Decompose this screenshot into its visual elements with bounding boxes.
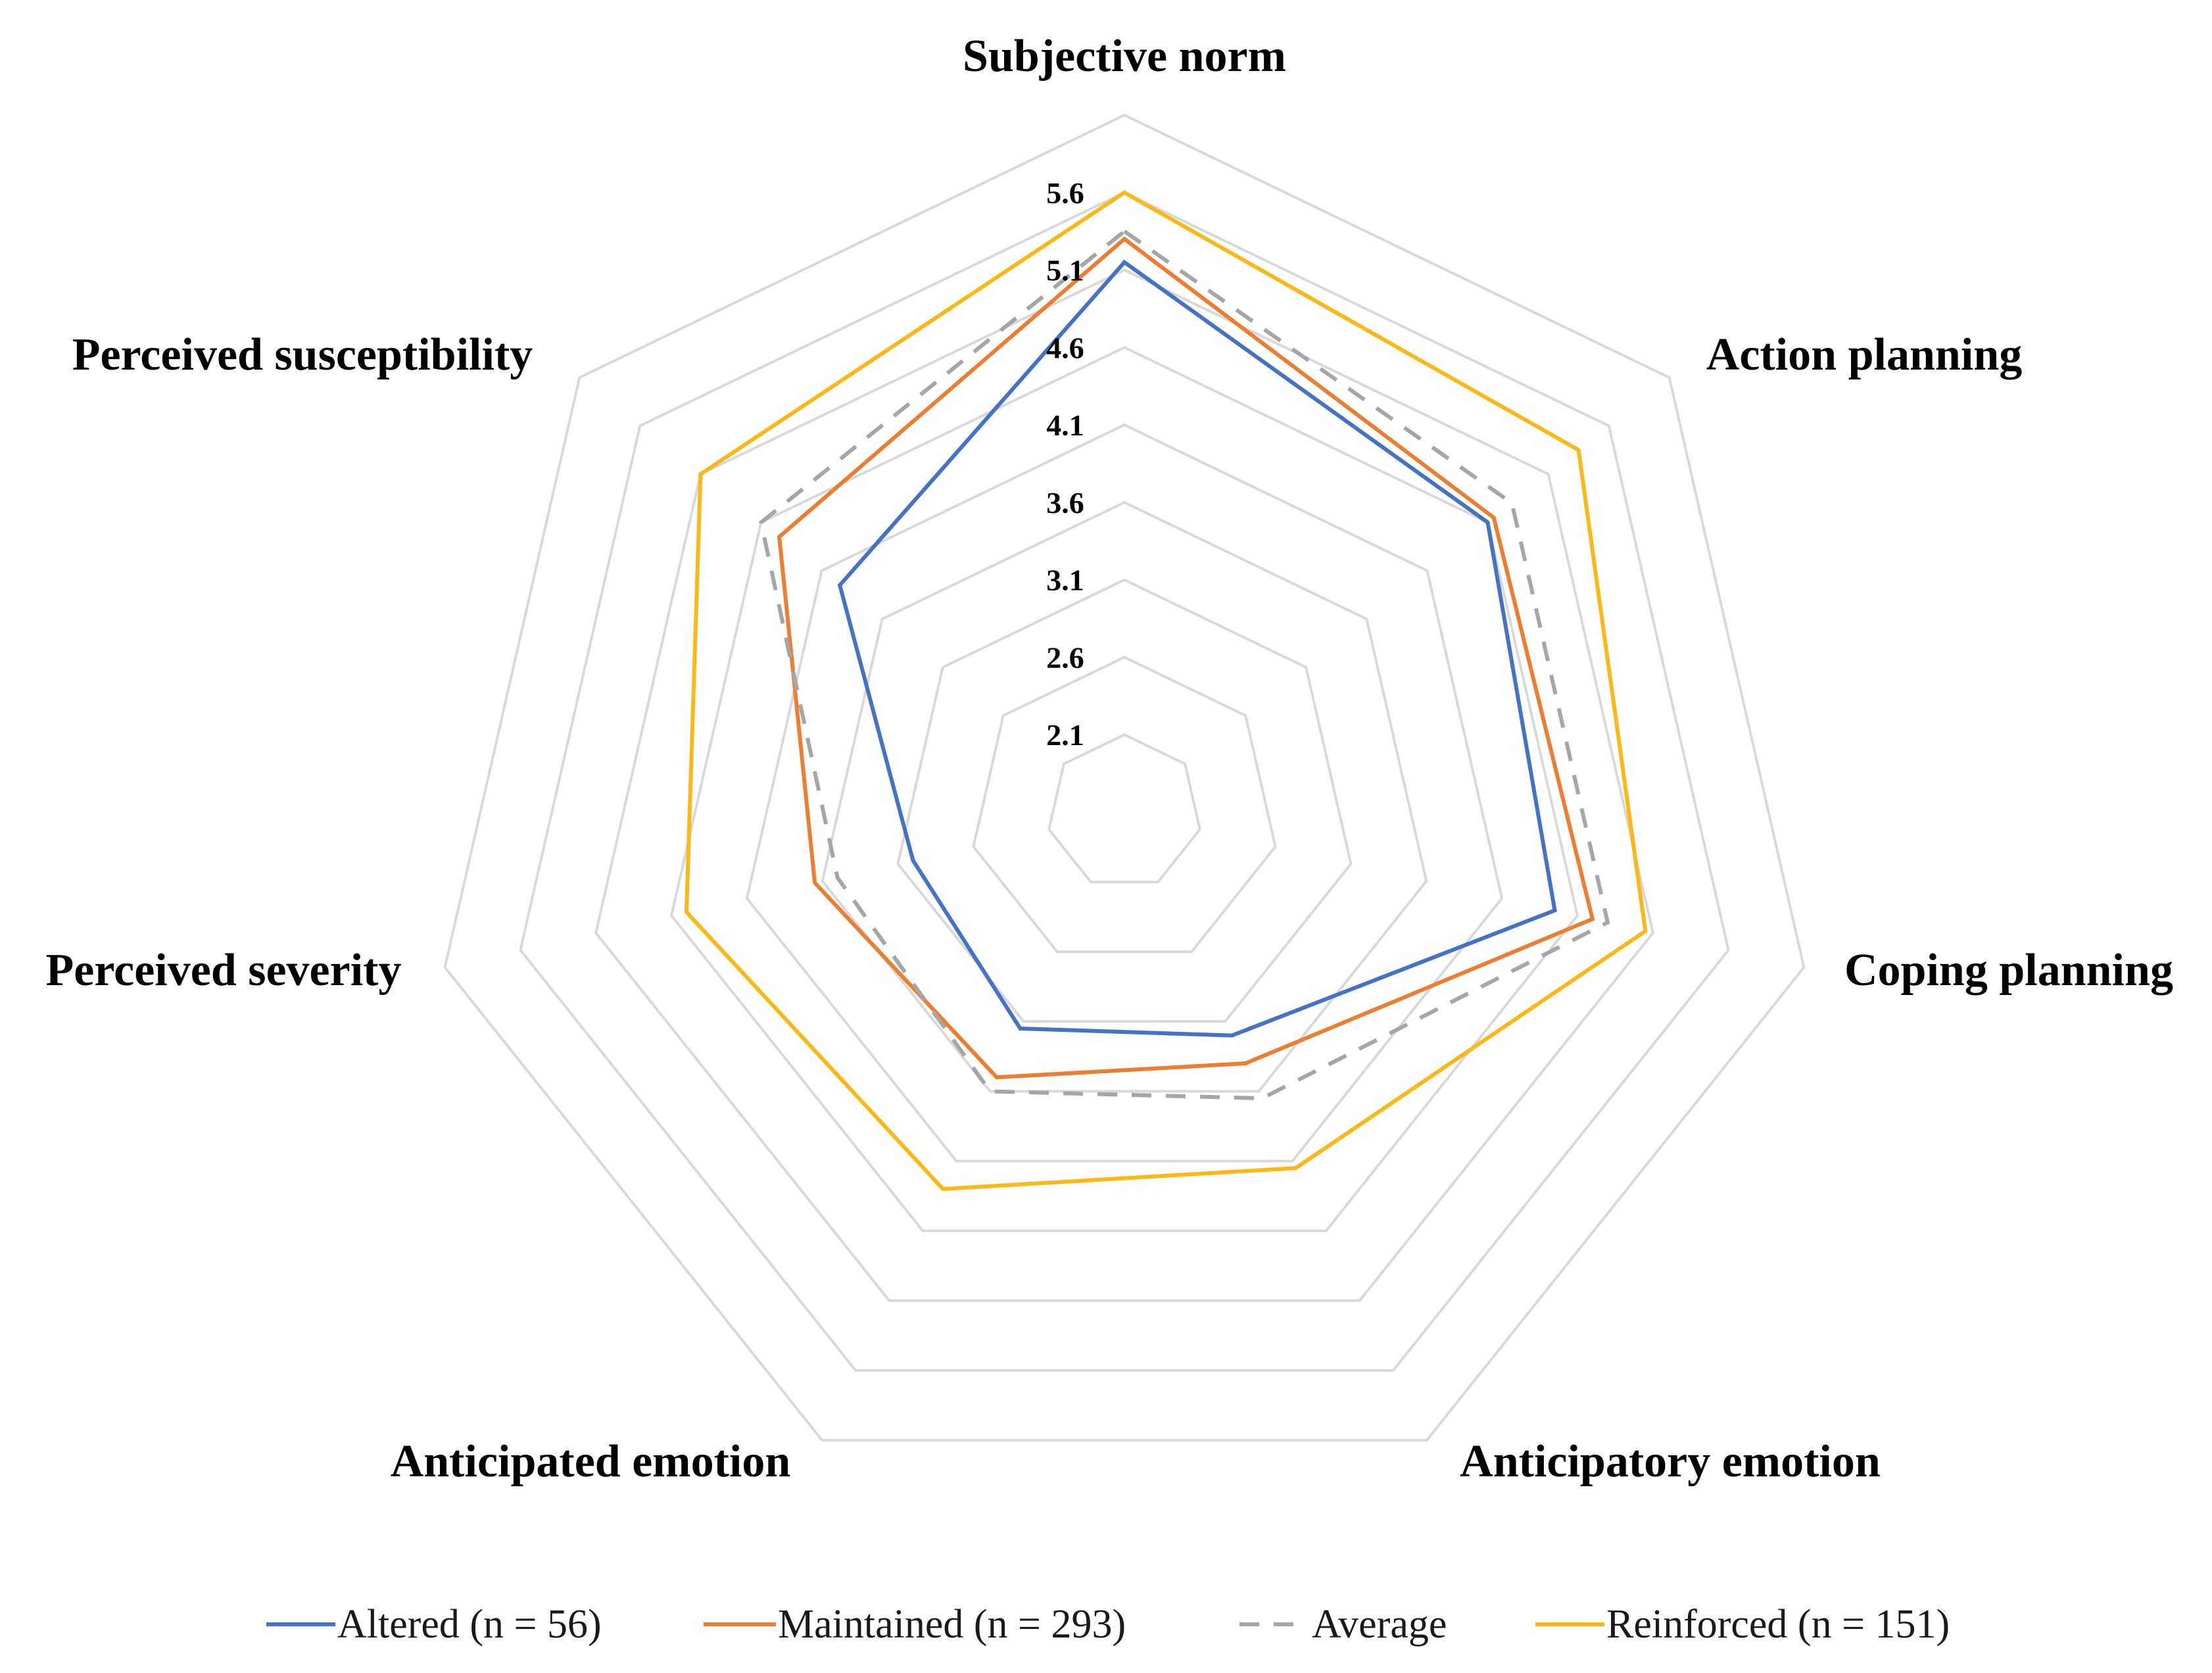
tick-layer: 2.1 2.6 3.1 3.6 4.1 4.6 5.1 5.6 [1046,176,1084,752]
legend-label-reinforced-n-151: Reinforced (n = 151) [1606,1602,1950,1647]
legend-label-maintained-n-293: Maintained (n = 293) [778,1602,1126,1647]
grid-ring-7 [594,268,1654,1302]
grid-ring-2 [972,656,1277,954]
grid-ring-6 [669,346,1579,1232]
tick-label-1: 2.1 [1046,718,1084,752]
axis-label-perceived-susceptibility: Perceived susceptibility [72,329,533,380]
series-altered-n-56 [837,259,1557,1038]
grid-layer [443,113,1806,1442]
tick-label-8: 5.6 [1046,176,1084,210]
series-layer [684,190,1648,1192]
tick-label-4: 3.6 [1046,486,1084,520]
axis-label-coping-planning: Coping planning [1844,945,2173,996]
tick-label-2: 2.6 [1046,641,1084,674]
tick-label-5: 4.1 [1046,408,1084,442]
grid-ring-5 [745,423,1504,1163]
axis-label-subjective-norm: Subjective norm [963,31,1286,82]
grid-ring-8 [519,191,1730,1372]
axis-label-anticipatory-emotion: Anticipatory emotion [1460,1436,1881,1487]
grid-ring-1 [1047,733,1201,884]
tick-label-6: 4.6 [1046,331,1084,364]
grid-ring-4 [821,500,1428,1093]
legend-label-altered-n-56: Altered (n = 56) [337,1602,602,1647]
axis-label-action-planning: Action planning [1706,329,2022,380]
axis-label-layer: Subjective norm Action planning Coping pla… [46,31,2173,1487]
tick-label-7: 5.1 [1046,254,1084,287]
legend-label-average: Average [1312,1602,1447,1647]
series-reinforced-n-151 [684,190,1648,1192]
grid-ring-9 [443,113,1806,1442]
axis-label-anticipated-emotion: Anticipated emotion [391,1436,791,1487]
series-average [759,228,1610,1101]
axis-label-perceived-severity: Perceived severity [46,945,402,996]
tick-label-3: 3.1 [1046,564,1084,597]
legend: Altered (n = 56) Maintained (n = 293) Aver… [266,1602,1950,1647]
grid-ring-3 [896,578,1353,1023]
series-maintained-n-293 [777,236,1595,1080]
